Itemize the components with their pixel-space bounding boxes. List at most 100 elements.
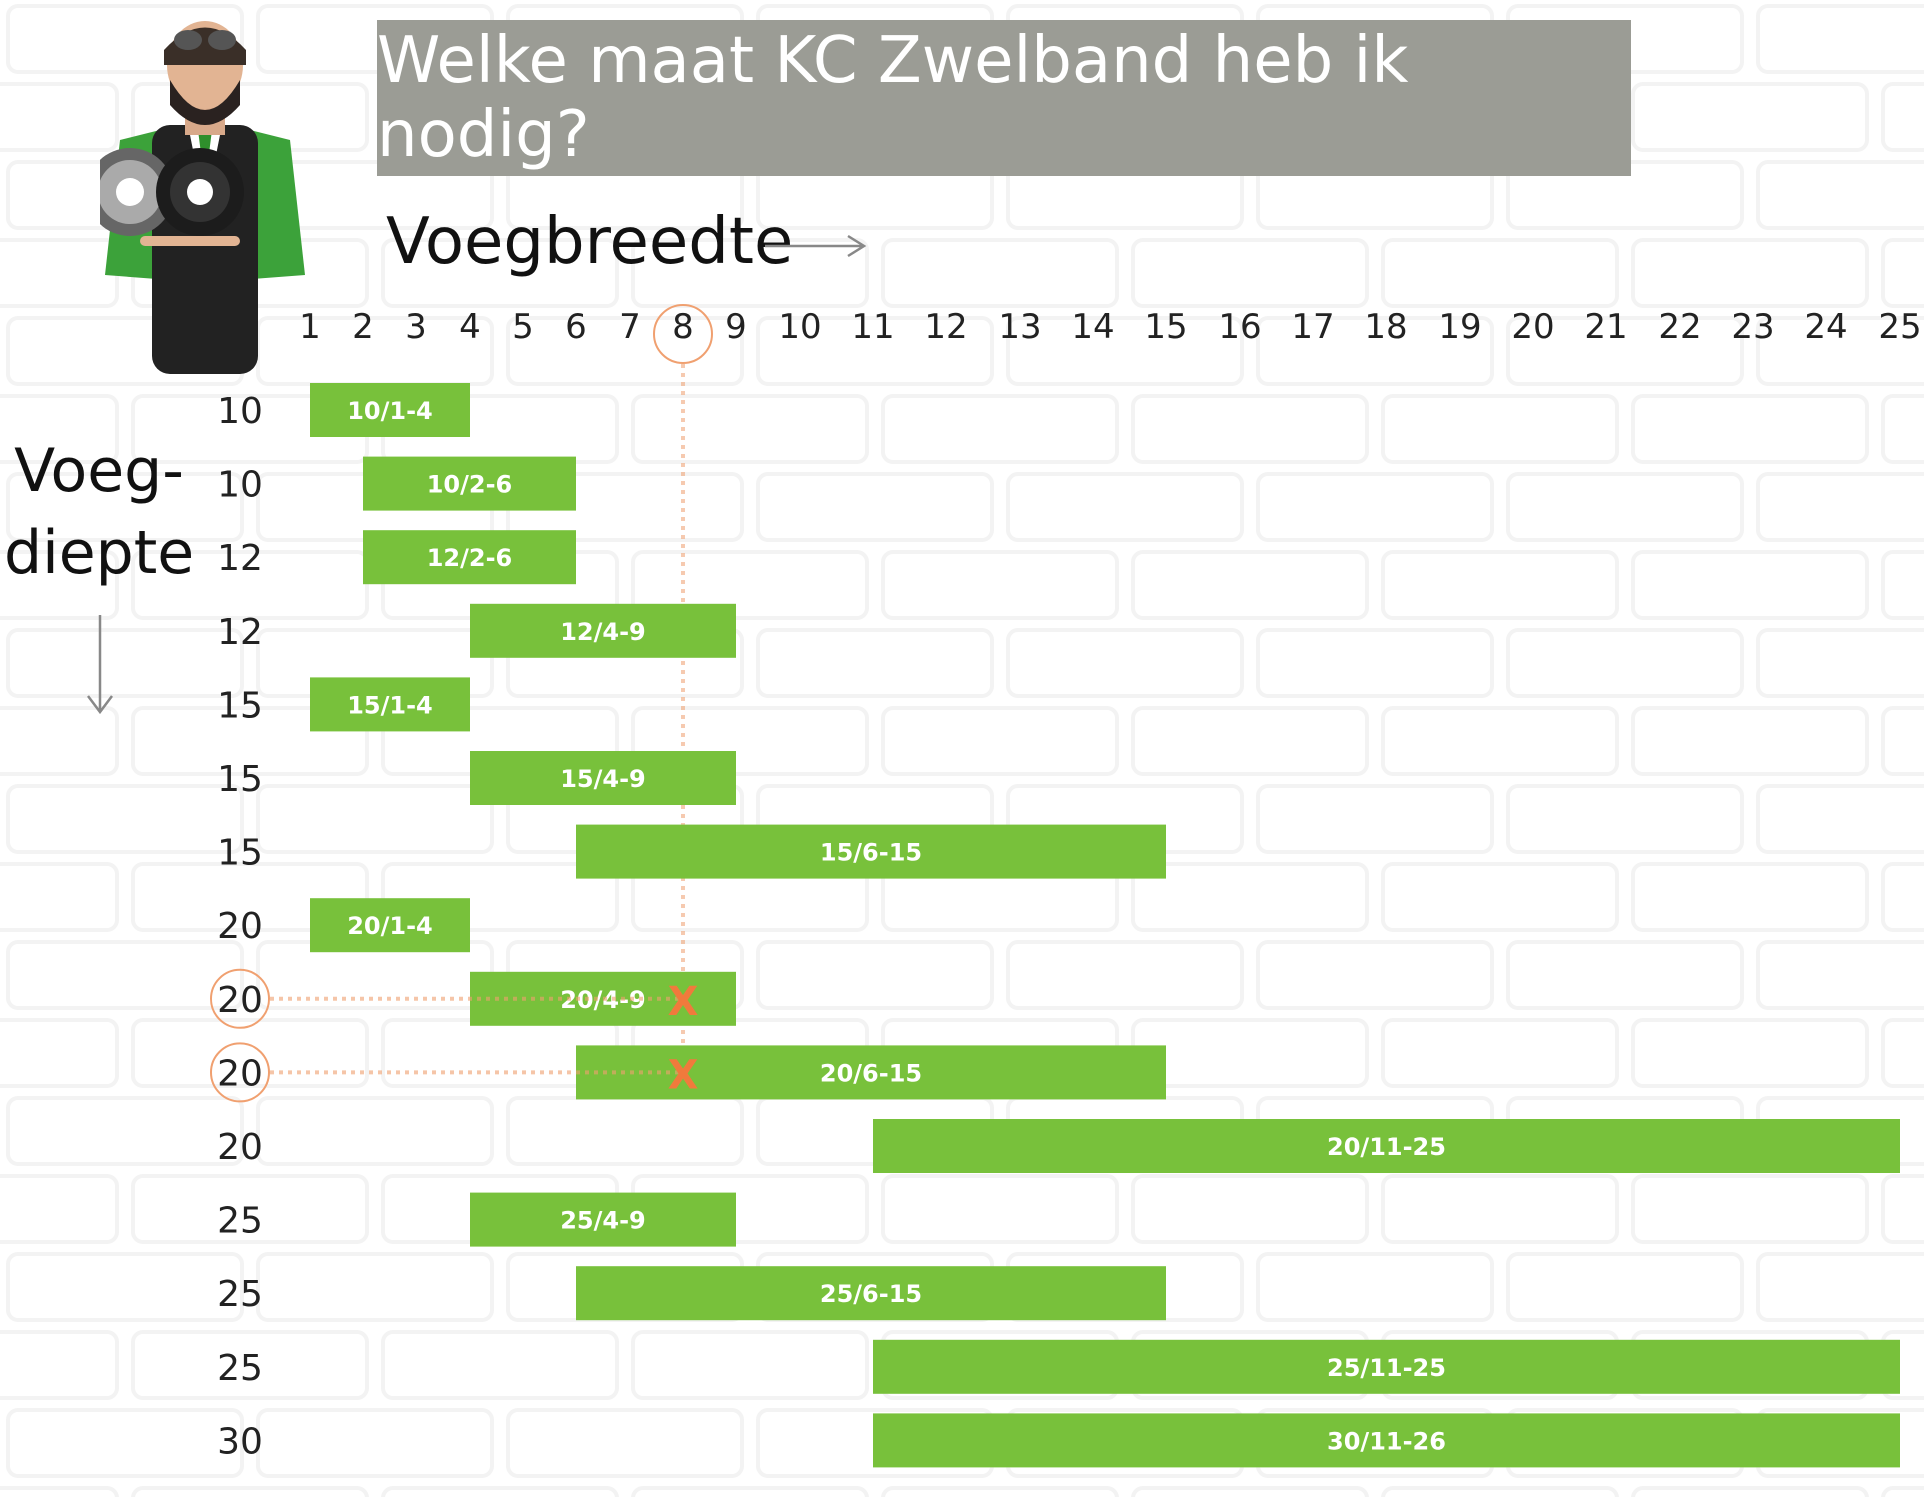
arrow-down-icon: [87, 615, 113, 715]
highlight-x-circle: [653, 304, 713, 364]
brick-shape: [1881, 706, 1924, 776]
bar-label: 10/1-4: [347, 397, 433, 425]
brick-shape: [1381, 238, 1619, 308]
brick-shape: [756, 628, 994, 698]
x-tick-label: 24: [1804, 307, 1847, 347]
x-tick-label: 13: [998, 307, 1041, 347]
brick-shape: [1506, 940, 1744, 1010]
brick-shape: [631, 394, 869, 464]
brick-shape: [1006, 628, 1244, 698]
brick-shape: [1631, 1018, 1869, 1088]
y-tick-label: 20: [217, 906, 263, 947]
brick-shape: [256, 1408, 494, 1478]
y-tick-label: 25: [217, 1201, 263, 1242]
bar-label: 15/4-9: [560, 765, 646, 793]
bar-label: 20/6-15: [820, 1059, 922, 1087]
title-banner: Welke maat KC Zwelband heb ik nodig?: [377, 20, 1631, 176]
brick-shape: [1006, 316, 1244, 386]
brick-shape: [756, 316, 994, 386]
x-tick-label: 7: [619, 307, 641, 347]
brick-shape: [1881, 82, 1924, 152]
x-tick-label: 21: [1584, 307, 1627, 347]
brick-shape: [1381, 550, 1619, 620]
brick-shape: [381, 862, 619, 932]
y-tick-label: 20: [217, 1127, 263, 1168]
x-tick-label: 17: [1291, 307, 1334, 347]
brick-shape: [0, 706, 119, 776]
arrow-right-icon: [765, 234, 867, 258]
brick-shape: [256, 1096, 494, 1166]
brick-shape: [881, 706, 1119, 776]
y-tick-label: 20: [217, 980, 263, 1021]
brick-shape: [0, 1174, 119, 1244]
y-axis-label-line1: Voeg-: [14, 436, 184, 506]
bar: [363, 456, 576, 511]
brick-shape: [131, 706, 369, 776]
brick-shape: [1506, 1252, 1744, 1322]
bar-label: 12/4-9: [560, 618, 646, 646]
brick-shape: [131, 1174, 369, 1244]
brick-shape: [1131, 550, 1369, 620]
y-tick-label: 30: [217, 1421, 263, 1462]
x-marker: X: [668, 979, 699, 1025]
y-axis-label: Voeg- diepte: [4, 430, 194, 594]
chart-title: Welke maat KC Zwelband heb ik nodig?: [377, 24, 1409, 172]
brick-shape: [0, 1330, 119, 1400]
y-tick-label: 20: [217, 1053, 263, 1094]
brick-shape: [1256, 316, 1494, 386]
brick-shape: [1381, 706, 1619, 776]
brick-shape: [1381, 394, 1619, 464]
brick-shape: [131, 862, 369, 932]
brick-shape: [131, 1486, 369, 1497]
y-tick-label: 10: [217, 465, 263, 506]
bar: [363, 530, 576, 585]
bar: [873, 1339, 1900, 1394]
brick-shape: [1256, 940, 1494, 1010]
bar-label: 12/2-6: [427, 544, 513, 572]
bar-label: 15/6-15: [820, 839, 922, 867]
brick-shape: [256, 1252, 494, 1322]
brick-shape: [6, 472, 244, 542]
bar: [576, 1045, 1166, 1100]
bar-label: 25/11-25: [1327, 1354, 1446, 1382]
brick-shape: [1756, 316, 1924, 386]
y-tick-label: 25: [217, 1348, 263, 1389]
brick-shape: [881, 1486, 1119, 1497]
bar-label: 25/6-15: [820, 1280, 922, 1308]
brick-shape: [6, 1252, 244, 1322]
y-tick-label: 15: [217, 759, 263, 800]
brick-shape: [756, 472, 994, 542]
brick-shape: [756, 940, 994, 1010]
brick-shape: [1381, 1018, 1619, 1088]
brick-shape: [1881, 1018, 1924, 1088]
y-tick-label: 10: [217, 391, 263, 432]
bar: [470, 751, 736, 805]
x-axis-label: Voegbreedte: [386, 205, 794, 279]
brick-shape: [1256, 1252, 1494, 1322]
brick-shape: [1381, 1174, 1619, 1244]
bar: [470, 1192, 736, 1247]
brick-shape: [881, 238, 1119, 308]
x-tick-label: 3: [405, 307, 427, 347]
brick-shape: [1631, 862, 1869, 932]
bar-label: 25/4-9: [560, 1207, 646, 1235]
x-tick-label: 15: [1144, 307, 1187, 347]
brick-shape: [1881, 238, 1924, 308]
brick-shape: [1256, 784, 1494, 854]
brick-shape: [6, 628, 244, 698]
brick-shape: [1631, 550, 1869, 620]
brick-shape: [881, 394, 1119, 464]
brick-shape: [1756, 1252, 1924, 1322]
bar: [310, 898, 470, 953]
brick-shape: [1131, 1486, 1369, 1497]
bar-label: 15/1-4: [347, 691, 433, 719]
brick-shape: [1881, 550, 1924, 620]
brick-shape: [881, 1174, 1119, 1244]
brick-shape: [1756, 160, 1924, 230]
brick-shape: [6, 1096, 244, 1166]
brick-shape: [131, 1330, 369, 1400]
brick-shape: [1631, 82, 1869, 152]
brick-shape: [1881, 394, 1924, 464]
brick-shape: [1756, 784, 1924, 854]
brick-shape: [1131, 394, 1369, 464]
